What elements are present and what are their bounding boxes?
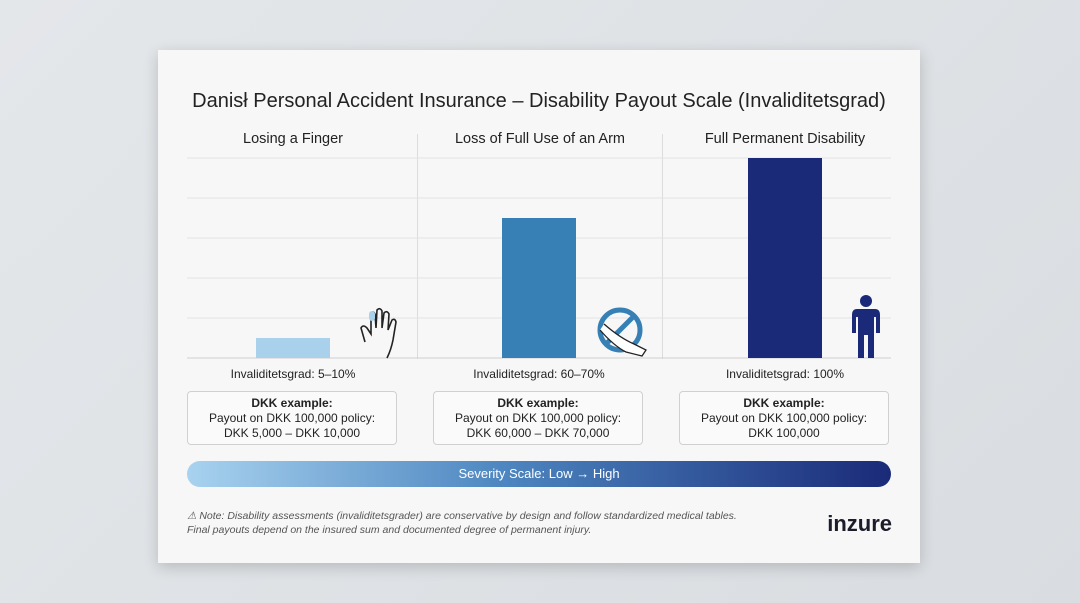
chart-title: Danisł Personal Accident Insurance – Dis… [192, 90, 886, 112]
box-title: DKK example: [497, 396, 579, 410]
dkk-example-box-full: DKK example: Payout on DKK 100,000 policy… [679, 391, 889, 445]
arm-prohibited-icon [597, 307, 647, 357]
footnote: ⚠ Note: Disability assessments (invalidi… [187, 509, 737, 537]
column-divider [662, 134, 663, 359]
invaliditetsgrad-finger: Invaliditetsgrad: 5–10% [230, 367, 356, 381]
dkk-example-box-arm: DKK example: Payout on DKK 100,000 policy… [433, 391, 643, 445]
infographic-card: Danisł Personal Accident Insurance – Dis… [158, 50, 920, 563]
dkk-example-box-finger: DKK example: Payout on DKK 100,000 policy… [187, 391, 397, 445]
box-line: Payout on DKK 100,000 policy: [208, 411, 376, 425]
box-line: DKK 60,000 – DKK 70,000 [466, 426, 610, 440]
note-line: ⚠ Note: Disability assessments (invalidi… [187, 510, 737, 522]
inzure-logo: inzure [827, 511, 892, 536]
column-divider [417, 134, 418, 359]
column-header-full: Full Permanent Disability [704, 131, 866, 147]
invaliditetsgrad-full: Invaliditetsgrad: 100% [725, 367, 845, 381]
box-line: DKK 100,000 [748, 426, 820, 440]
box-line: Payout on DKK 100,000 policy: [454, 411, 622, 425]
note-line: Final payouts depend on the insured sum … [187, 524, 592, 536]
column-header-arm: Loss of Full Use of an Arm [454, 131, 626, 147]
severity-scale-bar: Severity Scale: Low → High [187, 461, 891, 487]
box-title: DKK example: [251, 396, 333, 410]
bar-chart [187, 157, 891, 359]
invaliditetsgrad-arm: Invaliditetsgrad: 60–70% [473, 367, 605, 381]
person-icon [852, 295, 880, 358]
bar-2 [748, 158, 822, 358]
box-line: DKK 5,000 – DKK 10,000 [223, 426, 361, 440]
box-line: Payout on DKK 100,000 policy: [700, 411, 868, 425]
bar-1 [502, 218, 576, 358]
hand-icon [360, 307, 397, 359]
bar-0 [256, 338, 330, 358]
column-header-finger: Losing a Finger [243, 131, 343, 147]
box-title: DKK example: [743, 396, 825, 410]
